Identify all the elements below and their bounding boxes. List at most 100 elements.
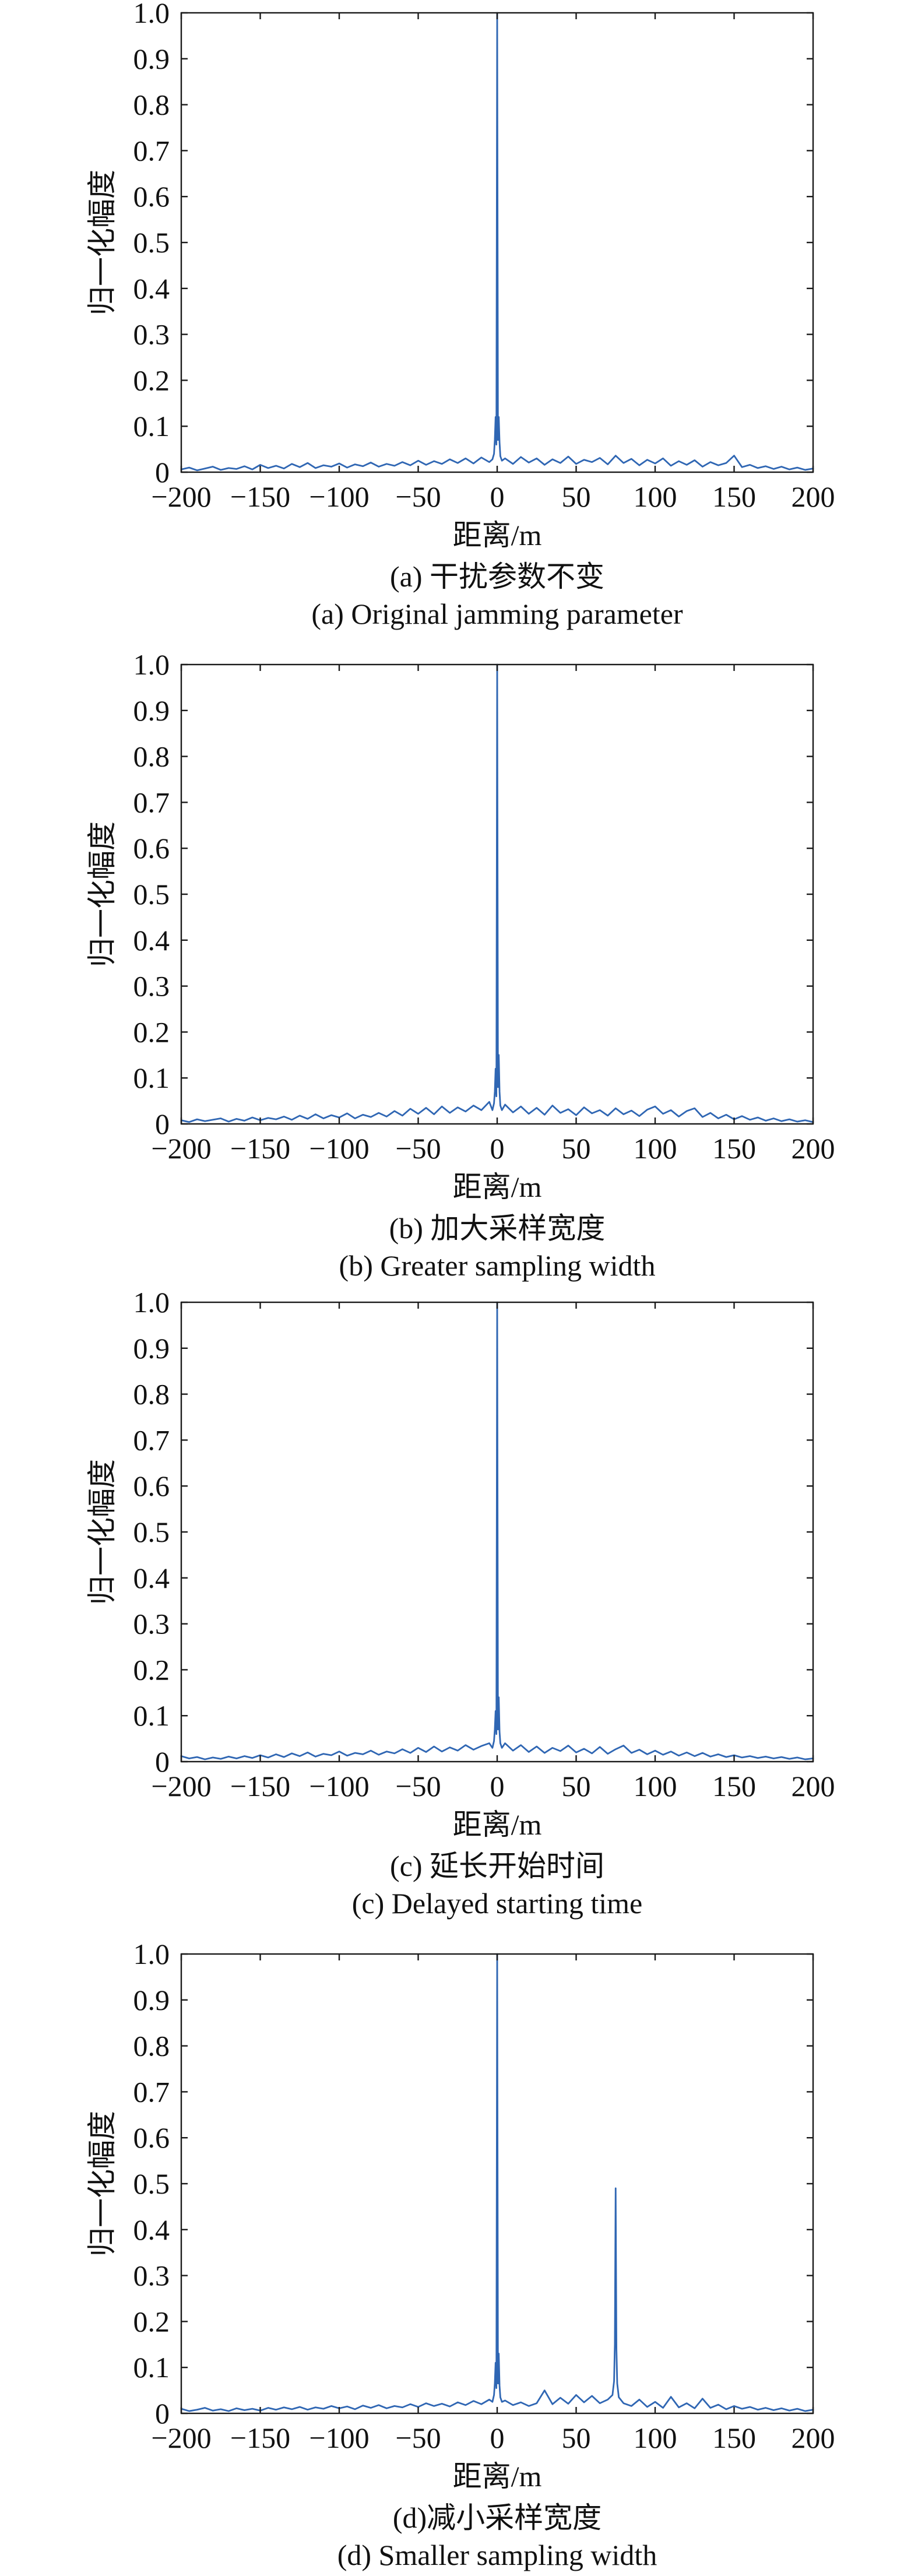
y-tick-label: 0.6 — [133, 2121, 170, 2154]
y-tick-label: 0 — [155, 2397, 170, 2430]
y-tick-label: 0.1 — [133, 410, 170, 442]
x-tick-label: 50 — [562, 1132, 591, 1165]
x-tick-label: −50 — [395, 1770, 441, 1802]
y-tick-label: 0.3 — [133, 2259, 170, 2292]
x-tick-label: −100 — [309, 1132, 369, 1165]
x-tick-label: −50 — [395, 2422, 441, 2454]
y-axis-label: 归一化幅度 — [86, 1459, 118, 1605]
x-tick-label: −100 — [309, 1770, 369, 1802]
x-axis-label: 距离/m — [453, 1171, 542, 1203]
y-tick-label: 0.2 — [133, 1015, 170, 1048]
y-tick-label: 0.5 — [133, 226, 170, 259]
y-tick-label: 0.9 — [133, 694, 170, 727]
x-tick-label: 0 — [490, 2422, 505, 2454]
y-tick-label: 0.4 — [133, 1562, 170, 1594]
x-tick-label: 0 — [490, 1132, 505, 1165]
x-tick-label: −100 — [309, 2422, 369, 2454]
x-tick-label: 50 — [562, 1770, 591, 1802]
y-tick-label: 0.2 — [133, 2305, 170, 2338]
x-tick-label: 100 — [634, 1132, 677, 1165]
y-tick-label: 0.4 — [133, 924, 170, 957]
y-tick-label: 0.3 — [133, 1608, 170, 1640]
caption-en: (d) Smaller sampling width — [337, 2539, 657, 2571]
series-line — [180, 1301, 814, 1760]
y-tick-label: 0.3 — [133, 318, 170, 351]
x-tick-label: −50 — [395, 480, 441, 513]
x-tick-label: 200 — [792, 2422, 835, 2454]
y-tick-label: 0.8 — [133, 1378, 170, 1411]
y-tick-label: 0.4 — [133, 272, 170, 305]
y-tick-label: 0.4 — [133, 2213, 170, 2246]
y-tick-label: 0 — [155, 1745, 170, 1778]
subplot-b: −200 −150 −100 −50 0 50 100 150 200 0 0.1 0.2 0.3 0.4… — [86, 648, 835, 1282]
y-tick-label: 0.5 — [133, 1516, 170, 1548]
subplot-c: −200 −150 −100 −50 0 50 100 150 200 0 0.1 0.2 0.3 0.4… — [86, 1286, 835, 1920]
x-tick-label: −150 — [230, 2422, 290, 2454]
y-tick-label: 0.8 — [133, 89, 170, 121]
y-tick-label: 0.3 — [133, 970, 170, 1003]
y-tick-label: 0.6 — [133, 832, 170, 864]
y-tick-label: 0.8 — [133, 2030, 170, 2062]
x-axis-label: 距离/m — [453, 1808, 542, 1841]
y-tick-label: 0.6 — [133, 180, 170, 213]
y-tick-label: 0.7 — [133, 786, 170, 818]
x-tick-label: 100 — [634, 1770, 677, 1802]
x-tick-label: −150 — [230, 480, 290, 513]
x-tick-label: −150 — [230, 1770, 290, 1802]
y-tick-label: 0.7 — [133, 134, 170, 167]
caption-zh: (b) 加大采样宽度 — [389, 1212, 606, 1245]
y-tick-label: 0.7 — [133, 1424, 170, 1456]
x-tick-label: 150 — [712, 2422, 756, 2454]
y-tick-label: 0.5 — [133, 2167, 170, 2200]
x-tick-label: −200 — [151, 1770, 211, 1802]
caption-zh: (a) 干扰参数不变 — [390, 560, 604, 593]
y-tick-label: 0.6 — [133, 1470, 170, 1502]
x-tick-label: 200 — [792, 1132, 835, 1165]
y-tick-label: 0.7 — [133, 2075, 170, 2108]
x-tick-label: 150 — [712, 1132, 756, 1165]
x-tick-label: −200 — [151, 480, 211, 513]
x-tick-label: 0 — [490, 1770, 505, 1802]
y-tick-label: 0 — [155, 1108, 170, 1140]
y-tick-label: 0.9 — [133, 1984, 170, 2016]
y-tick-label: 0.1 — [133, 1062, 170, 1094]
caption-en: (a) Original jamming parameter — [311, 598, 683, 630]
y-tick-label: 0.9 — [133, 1332, 170, 1365]
y-tick-label: 1.0 — [133, 648, 170, 681]
x-tick-label: −150 — [230, 1132, 290, 1165]
y-tick-label: 0.9 — [133, 43, 170, 75]
x-tick-label: 150 — [712, 1770, 756, 1802]
x-tick-label: 100 — [634, 480, 677, 513]
x-tick-label: 200 — [792, 1770, 835, 1802]
series-line — [180, 663, 814, 1123]
y-tick-label: 0.5 — [133, 878, 170, 911]
x-tick-label: 50 — [562, 2422, 591, 2454]
x-tick-label: 200 — [792, 480, 835, 513]
y-tick-label: 0.2 — [133, 1653, 170, 1686]
caption-zh: (d)减小采样宽度 — [393, 2501, 602, 2534]
x-tick-label: 100 — [634, 2422, 677, 2454]
y-axis-label: 归一化幅度 — [86, 2111, 118, 2257]
y-tick-label: 0.1 — [133, 1699, 170, 1732]
y-tick-label: 0 — [155, 456, 170, 489]
series-line — [180, 1953, 814, 2412]
x-tick-label: 0 — [490, 480, 505, 513]
caption-zh: (c) 延长开始时间 — [390, 1850, 604, 1882]
y-axis-label: 归一化幅度 — [86, 170, 118, 315]
x-axis-label: 距离/m — [453, 2460, 542, 2493]
x-tick-label: −100 — [309, 480, 369, 513]
caption-en: (c) Delayed starting time — [352, 1887, 642, 1920]
x-axis-label: 距离/m — [453, 519, 542, 551]
x-tick-label: 150 — [712, 480, 756, 513]
y-axis-label: 归一化幅度 — [86, 821, 118, 967]
subplot-a: −200 −150 −100 −50 0 50 100 150 200 0 0.1 0.2 0.3 0.4… — [86, 0, 835, 630]
x-tick-label: −200 — [151, 1132, 211, 1165]
x-tick-label: −200 — [151, 2422, 211, 2454]
x-tick-label: −50 — [395, 1132, 441, 1165]
series-line — [180, 12, 814, 472]
y-tick-label: 0.1 — [133, 2351, 170, 2384]
y-tick-label: 0.2 — [133, 364, 170, 396]
caption-en: (b) Greater sampling width — [339, 1249, 656, 1282]
x-tick-label: 50 — [562, 480, 591, 513]
